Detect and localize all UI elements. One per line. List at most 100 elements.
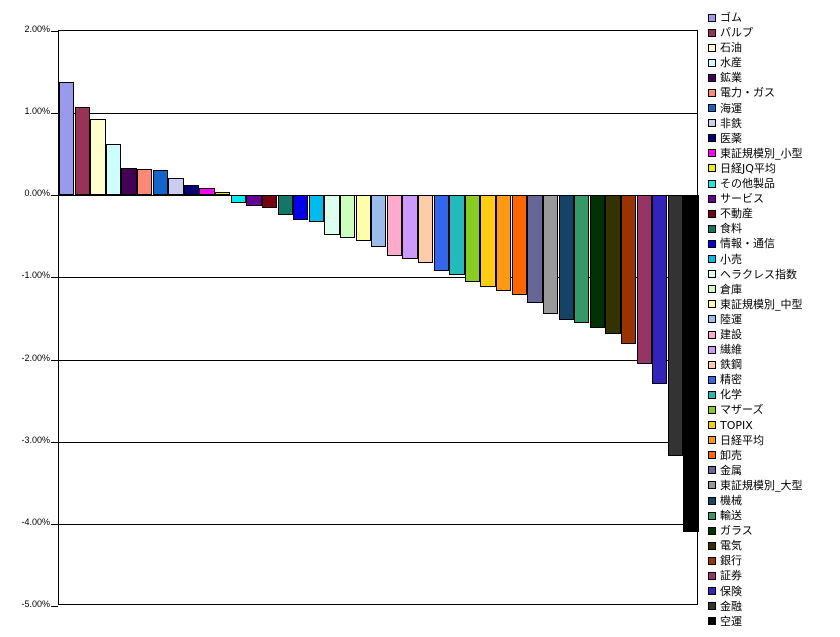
legend-swatch-icon <box>708 466 716 475</box>
legend-item[interactable]: 東証規模別_中型 <box>708 297 840 312</box>
y-axis-tick-label: -1.00% <box>21 270 50 281</box>
legend-item[interactable]: 東証規模別_大型 <box>708 478 840 493</box>
legend-swatch-icon <box>708 481 716 490</box>
legend-swatch-icon <box>708 572 716 581</box>
legend-swatch-icon <box>708 556 716 565</box>
bar <box>339 195 356 238</box>
legend-item[interactable]: パルプ <box>708 25 840 40</box>
legend-label: ヘラクレス指数 <box>720 267 797 281</box>
bar <box>59 81 75 196</box>
legend-item[interactable]: 情報・通信 <box>708 236 840 251</box>
legend-item[interactable]: 東証規模別_小型 <box>708 146 840 161</box>
legend-item[interactable]: 石油 <box>708 40 840 55</box>
legend-item[interactable]: 倉庫 <box>708 282 840 297</box>
y-axis-tick <box>51 195 58 197</box>
bar <box>371 195 387 248</box>
legend-label: マザーズ <box>720 403 764 417</box>
bar <box>199 187 215 196</box>
bar <box>496 195 512 292</box>
gridline <box>59 359 697 361</box>
legend-item[interactable]: 電力・ガス <box>708 85 840 100</box>
legend-item[interactable]: 輸送 <box>708 508 840 523</box>
legend-label: 陸運 <box>720 312 742 326</box>
legend-swatch-icon <box>708 104 716 113</box>
legend-item[interactable]: 水産 <box>708 55 840 70</box>
legend-item[interactable]: 化学 <box>708 387 840 402</box>
gridline <box>59 523 697 525</box>
legend-swatch-icon <box>708 541 716 550</box>
bar <box>246 195 262 206</box>
bar-series <box>59 31 699 604</box>
legend-label: 保険 <box>720 584 742 598</box>
legend-item[interactable]: 食料 <box>708 221 840 236</box>
legend-label: 不動産 <box>720 207 753 221</box>
legend-item[interactable]: 日経JQ平均 <box>708 161 840 176</box>
legend-item[interactable]: 卸売 <box>708 448 840 463</box>
bar <box>355 195 371 242</box>
legend-label: 建設 <box>720 327 742 341</box>
legend-item[interactable]: 陸運 <box>708 312 840 327</box>
legend-swatch-icon <box>708 526 716 535</box>
legend-swatch-icon <box>708 360 716 369</box>
legend-item[interactable]: 繊維 <box>708 342 840 357</box>
legend-item[interactable]: その他製品 <box>708 176 840 191</box>
legend-item[interactable]: TOPIX <box>708 418 840 433</box>
y-axis-tick-label: -2.00% <box>21 352 50 363</box>
bar <box>636 195 652 365</box>
legend-item[interactable]: 精密 <box>708 372 840 387</box>
legend-swatch-icon <box>708 179 716 188</box>
legend-item[interactable]: ガラス <box>708 523 840 538</box>
y-axis-tick <box>51 359 58 361</box>
legend-item[interactable]: 証券 <box>708 568 840 583</box>
legend-item[interactable]: 小売 <box>708 252 840 267</box>
legend-label: 非鉄 <box>720 116 742 130</box>
legend-label: ゴム <box>720 11 742 24</box>
legend-item[interactable]: 機械 <box>708 493 840 508</box>
gridline <box>59 113 697 115</box>
bar <box>542 195 559 315</box>
legend-label: 日経平均 <box>720 433 764 447</box>
bar <box>620 195 637 344</box>
bar <box>511 195 527 296</box>
legend-label: 電力・ガス <box>720 86 775 100</box>
legend-item[interactable]: 鉱業 <box>708 70 840 85</box>
legend-item[interactable]: 銀行 <box>708 553 840 568</box>
legend-item[interactable]: ヘラクレス指数 <box>708 267 840 282</box>
legend-item[interactable]: 不動産 <box>708 206 840 221</box>
legend-item[interactable]: 金属 <box>708 463 840 478</box>
bar <box>652 195 668 385</box>
legend-swatch-icon <box>708 194 716 203</box>
bar <box>527 195 543 303</box>
legend-item[interactable]: 非鉄 <box>708 116 840 131</box>
legend-item[interactable]: 海運 <box>708 101 840 116</box>
legend-swatch-icon <box>708 345 716 354</box>
legend-item[interactable]: 金融 <box>708 599 840 614</box>
y-axis-tick-label: 1.00% <box>24 106 50 117</box>
y-axis-tick <box>51 113 58 115</box>
legend-item[interactable]: ゴム <box>708 10 840 25</box>
y-axis-tick-label: -3.00% <box>21 434 50 445</box>
legend-item[interactable]: サービス <box>708 191 840 206</box>
legend-label: 石油 <box>720 41 742 55</box>
legend-label: 医薬 <box>720 131 742 145</box>
legend-item[interactable]: 電気 <box>708 538 840 553</box>
legend-swatch-icon <box>708 602 716 611</box>
bar <box>105 144 122 196</box>
legend-label: その他製品 <box>720 177 775 191</box>
legend-swatch-icon <box>708 421 716 430</box>
legend-swatch-icon <box>708 89 716 98</box>
y-axis-labels: 2.00% 1.00% 0.00% -1.00% -2.00% -3.00% -4.00% -… <box>0 0 54 637</box>
legend-label: サービス <box>720 192 764 206</box>
bar <box>402 195 418 259</box>
legend-item[interactable]: 保険 <box>708 584 840 599</box>
legend-item[interactable]: 空運 <box>708 614 840 629</box>
bar <box>574 195 590 324</box>
legend-label: 銀行 <box>720 554 742 568</box>
bar <box>589 195 606 328</box>
legend-item[interactable]: 鉄鋼 <box>708 357 840 372</box>
legend-item[interactable]: 建設 <box>708 327 840 342</box>
legend-item[interactable]: 医薬 <box>708 131 840 146</box>
legend-item[interactable]: マザーズ <box>708 402 840 417</box>
legend-label: 精密 <box>720 373 742 387</box>
legend-item[interactable]: 日経平均 <box>708 433 840 448</box>
